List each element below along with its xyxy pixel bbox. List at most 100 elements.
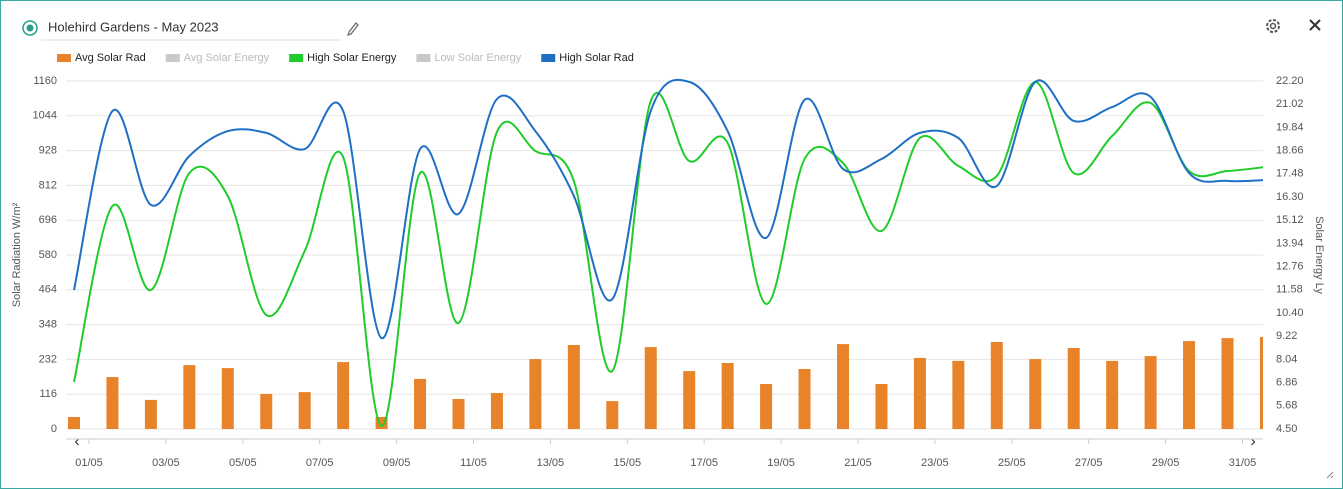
bar (144, 399, 157, 429)
y2-tick-label: 4.50 (1276, 423, 1297, 435)
edit-icon[interactable] (347, 22, 359, 36)
bar (1259, 336, 1263, 429)
close-icon[interactable] (1309, 19, 1321, 31)
line (73, 80, 1263, 428)
x-tick-label: 11/05 (460, 457, 487, 469)
y2-tick-label: 13.94 (1276, 237, 1304, 249)
bar (298, 392, 311, 429)
bar (529, 359, 542, 429)
bar (875, 384, 888, 429)
bar (606, 401, 619, 429)
y2-tick-label: 22.20 (1276, 75, 1304, 87)
x-tick-label: 27/05 (1075, 457, 1103, 469)
y-tick-label: 580 (39, 249, 57, 261)
bar (798, 369, 811, 429)
y-tick-label: 696 (39, 214, 57, 226)
y2-axis-title: Solar Energy Ly (1313, 216, 1325, 294)
y2-tick-label: 19.84 (1276, 121, 1304, 133)
x-tick-label: 15/05 (614, 457, 642, 469)
plot (68, 78, 1263, 429)
bar (1144, 356, 1157, 429)
radio-dot (26, 24, 34, 32)
y-tick-label: 464 (39, 284, 57, 296)
bar (260, 393, 273, 429)
y-axis-title: Solar Radiation W/m² (11, 202, 23, 307)
y2-tick-label: 12.76 (1276, 261, 1304, 273)
legend-swatch[interactable] (57, 54, 71, 62)
y-tick-label: 232 (39, 353, 57, 365)
bar (106, 377, 119, 429)
bar (452, 399, 465, 429)
y-tick-label: 116 (39, 388, 57, 400)
y2-tick-label: 6.86 (1276, 377, 1297, 389)
x-tick-label: 23/05 (921, 457, 949, 469)
bar (1067, 348, 1080, 429)
settings-icon[interactable] (1266, 19, 1280, 33)
y2-tick-label: 18.66 (1276, 145, 1304, 157)
bar (644, 347, 657, 429)
legend-swatch[interactable] (541, 54, 556, 62)
y-tick-label: 1160 (33, 75, 57, 87)
y-tick-label: 1044 (33, 110, 57, 122)
y-tick-label: 348 (39, 319, 57, 331)
x-tick-label: 01/05 (75, 457, 103, 469)
bar (183, 365, 196, 429)
legend-label[interactable]: High Solar Rad (559, 52, 634, 64)
x-tick-label: 03/05 (152, 457, 180, 469)
scroll-left[interactable]: ‹ (74, 433, 79, 450)
x-tick-label: 25/05 (998, 457, 1026, 469)
bar (1221, 338, 1234, 429)
legend-label[interactable]: Avg Solar Energy (184, 52, 270, 64)
bar (913, 357, 926, 429)
y-tick-label: 812 (39, 179, 57, 191)
legend-label[interactable]: Avg Solar Rad (75, 52, 146, 64)
y2-tick-label: 11.58 (1276, 284, 1303, 296)
bar (1106, 360, 1119, 429)
bar (1029, 359, 1042, 429)
radio-icon[interactable] (22, 20, 38, 36)
bar (683, 371, 696, 429)
bar (68, 417, 80, 429)
y2-tick-label: 9.22 (1276, 330, 1297, 342)
y2-tick-label: 16.30 (1276, 191, 1304, 203)
bar (952, 360, 965, 429)
bar (337, 362, 350, 429)
x-tick-label: 31/05 (1229, 457, 1257, 469)
bar (567, 345, 580, 429)
x-tick-label: 21/05 (844, 457, 872, 469)
x-tick-label: 13/05 (537, 457, 565, 469)
x-tick-label: 29/05 (1152, 457, 1180, 469)
resize-handle[interactable] (1326, 471, 1334, 479)
bar (490, 393, 503, 429)
y2-tick-label: 8.04 (1276, 353, 1297, 365)
line (73, 78, 1263, 340)
x-tick-label: 05/05 (229, 457, 257, 469)
bar (221, 368, 234, 429)
y2-tick-label: 15.12 (1276, 214, 1304, 226)
x-tick-label: 19/05 (767, 457, 795, 469)
legend-label[interactable]: High Solar Energy (307, 52, 397, 64)
legend-swatch[interactable] (289, 54, 304, 62)
y2-tick-label: 21.02 (1276, 98, 1304, 110)
y2-tick-label: 10.40 (1276, 307, 1304, 319)
x-tick-label: 07/05 (306, 457, 334, 469)
legend-swatch[interactable] (165, 54, 180, 62)
bar (1183, 341, 1196, 429)
y-tick-label: 0 (51, 423, 57, 435)
bar (990, 342, 1003, 429)
y2-tick-label: 5.68 (1276, 400, 1297, 412)
widget-title: Holehird Gardens - May 2023 (48, 19, 219, 34)
bar (760, 384, 773, 429)
bar (414, 378, 427, 429)
y-tick-label: 928 (39, 145, 57, 157)
scroll-right[interactable]: › (1250, 433, 1255, 450)
bar (721, 363, 734, 429)
legend-label[interactable]: Low Solar Energy (434, 52, 521, 64)
legend-swatch[interactable] (416, 54, 431, 62)
x-tick-label: 17/05 (690, 457, 718, 469)
y2-tick-label: 17.48 (1276, 168, 1304, 180)
x-tick-label: 09/05 (383, 457, 411, 469)
bar (837, 344, 849, 429)
